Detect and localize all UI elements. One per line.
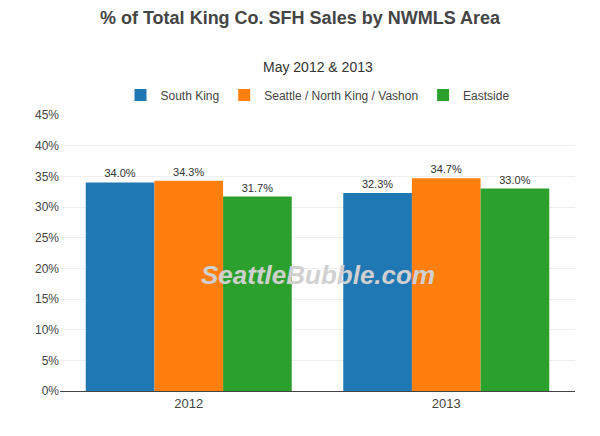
svg-text:South King: South King bbox=[161, 89, 220, 103]
svg-text:45%: 45% bbox=[35, 108, 59, 122]
svg-text:35%: 35% bbox=[35, 170, 59, 184]
svg-text:34.3%: 34.3% bbox=[173, 166, 204, 178]
svg-text:30%: 30% bbox=[35, 200, 59, 214]
svg-text:34.0%: 34.0% bbox=[104, 167, 135, 179]
svg-text:0%: 0% bbox=[42, 384, 60, 398]
svg-text:20%: 20% bbox=[35, 262, 59, 276]
svg-text:May 2012 & 2013: May 2012 & 2013 bbox=[263, 59, 373, 75]
svg-text:33.0%: 33.0% bbox=[499, 174, 530, 186]
svg-text:2012: 2012 bbox=[174, 396, 203, 411]
svg-text:Seattle / North King / Vashon: Seattle / North King / Vashon bbox=[264, 89, 418, 103]
svg-text:32.3%: 32.3% bbox=[362, 178, 393, 190]
svg-text:34.7%: 34.7% bbox=[431, 163, 462, 175]
svg-text:2013: 2013 bbox=[432, 396, 461, 411]
svg-text:% of Total King Co. SFH Sales: % of Total King Co. SFH Sales by NWMLS A… bbox=[100, 8, 501, 28]
svg-text:40%: 40% bbox=[35, 139, 59, 153]
svg-text:25%: 25% bbox=[35, 231, 59, 245]
svg-text:Eastside: Eastside bbox=[463, 89, 509, 103]
svg-text:SeattleBubble.com: SeattleBubble.com bbox=[201, 260, 435, 290]
svg-text:31.7%: 31.7% bbox=[242, 182, 273, 194]
svg-text:10%: 10% bbox=[35, 323, 59, 337]
svg-text:15%: 15% bbox=[35, 292, 59, 306]
svg-text:5%: 5% bbox=[42, 354, 60, 368]
